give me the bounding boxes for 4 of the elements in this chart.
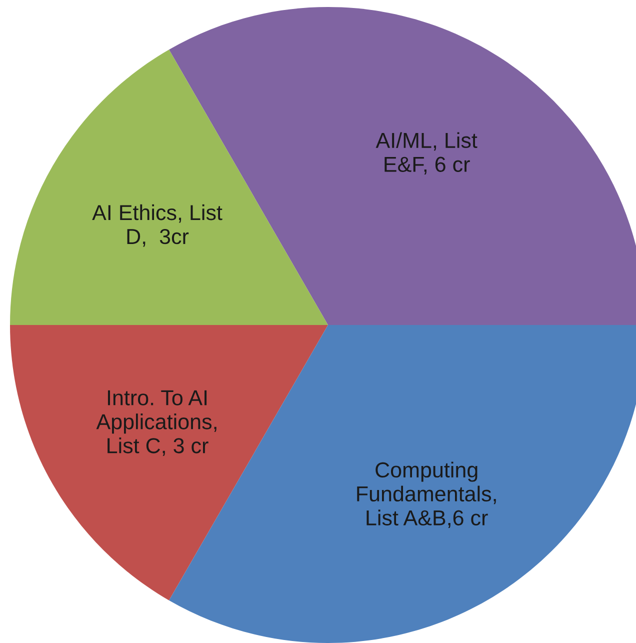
slice-label: AI Ethics, List D, 3cr xyxy=(92,204,222,247)
slice-label: Intro. To AI Applications, List C, 3 cr xyxy=(96,390,216,456)
slice-label: Computing Fundamentals, List A&B,6 cr xyxy=(357,462,496,528)
slice-label: AI/ML, List E&F, 6 cr xyxy=(376,132,478,175)
